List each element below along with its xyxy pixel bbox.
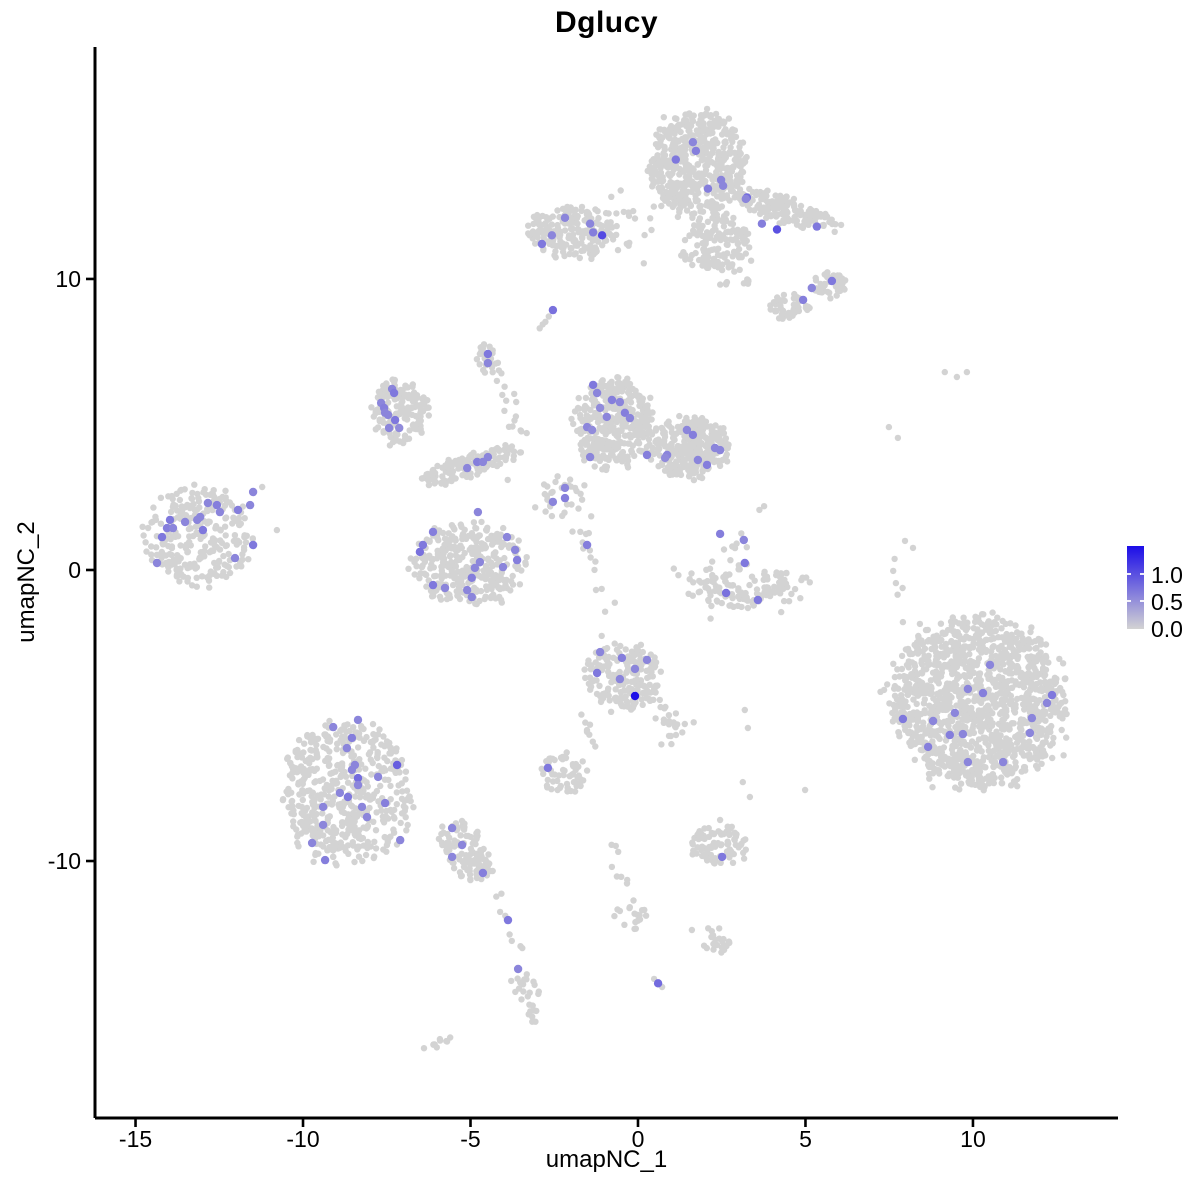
x-axis-title: umapNC_1 xyxy=(545,1146,668,1173)
colorbar-notch xyxy=(1140,573,1144,575)
expressing-points xyxy=(152,138,1057,988)
x-tick-label: 10 xyxy=(960,1126,986,1152)
gray-points xyxy=(139,105,1070,1052)
y-tick-label: 10 xyxy=(55,266,81,292)
expression-colorbar xyxy=(1127,546,1144,629)
y-tick-label: 0 xyxy=(68,557,81,583)
x-tick-label: -15 xyxy=(119,1126,152,1152)
colorbar-notch xyxy=(1127,600,1131,602)
colorbar-notch xyxy=(1140,600,1144,602)
axes: -15 -10 -5 0 5 10 -10 0 10 xyxy=(48,47,1118,1152)
x-tick-label: 0 xyxy=(632,1126,645,1152)
x-tick-label: -10 xyxy=(286,1126,319,1152)
x-tick-label: -5 xyxy=(460,1126,480,1152)
colorbar-notch xyxy=(1127,573,1131,575)
legend-tick-label: 0.5 xyxy=(1151,589,1183,615)
legend-tick-label: 1.0 xyxy=(1151,562,1183,588)
x-tick-label: 5 xyxy=(799,1126,812,1152)
y-axis-title: umapNC_2 xyxy=(13,521,40,643)
page-title: Dglucy xyxy=(554,6,659,39)
legend-tick-label: 0.0 xyxy=(1151,616,1183,642)
y-tick-label: -10 xyxy=(48,848,81,874)
